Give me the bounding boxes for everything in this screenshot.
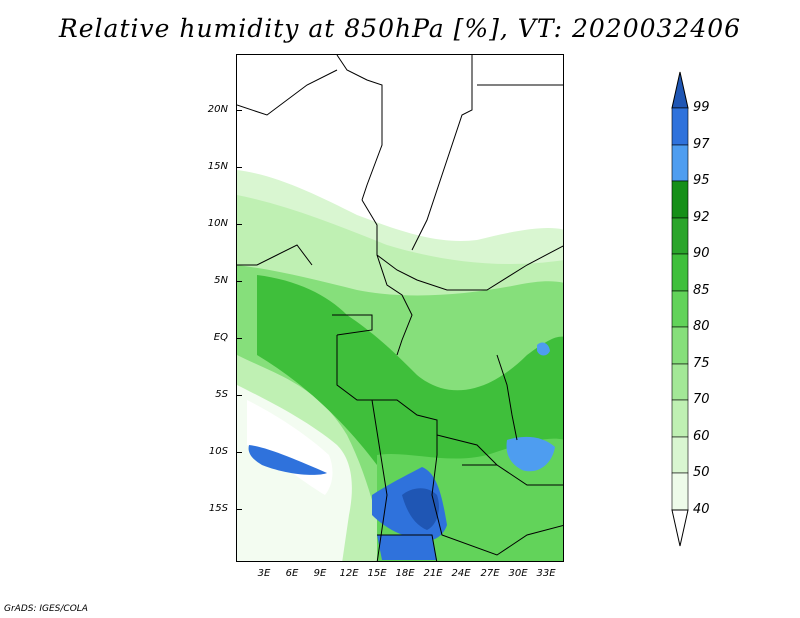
colorbar-swatch-50-60 [671,436,689,474]
lon-label: 3E [257,568,271,579]
lat-tick [237,452,242,453]
colorbar-swatch-85-90 [671,253,689,292]
colorbar-swatch-92-95 [671,180,689,219]
colorbar-cap-bottom [671,509,689,547]
lon-label: 27E [480,568,500,579]
lat-label: 15S [208,503,228,514]
lat-tick [237,281,242,282]
colorbar-label: 75 [693,356,710,371]
saturation-patch-coast [248,445,327,475]
lon-label: 12E [339,568,359,579]
lon-label: 30E [508,568,528,579]
lon-label: 18E [395,568,415,579]
lon-label: 9E [313,568,327,579]
colorbar-label: 85 [693,283,710,298]
colorbar-label: 90 [693,246,710,261]
saturation-patch-core [402,488,439,530]
colorbar-label: 70 [693,392,710,407]
lat-tick [237,509,242,510]
saturation-patch-namibia [377,535,437,560]
colorbar-label: 92 [693,210,710,225]
colorbar-swatch-75-80 [671,326,689,365]
lon-label: 33E [536,568,556,579]
lon-label: 24E [451,568,471,579]
lat-label: 5S [215,389,228,400]
colorbar [671,71,689,547]
colorbar-label: 80 [693,319,710,334]
humidity-field [237,55,563,561]
lon-label: 15E [367,568,387,579]
colorbar-label: 60 [693,429,710,444]
software-credit: GrADS: IGES/COLA [4,604,88,614]
chart-title: Relative humidity at 850hPa [%], VT: 202… [58,14,742,43]
colorbar-swatch-40-50 [671,472,689,511]
colorbar-swatch-97-99 [671,107,689,146]
colorbar-swatch-60-70 [671,399,689,438]
saturation-patch-zambia [506,436,555,472]
lat-label: 10N [207,218,228,229]
lat-tick [237,224,242,225]
colorbar-swatch-90-92 [671,217,689,255]
colorbar-label: 99 [693,100,710,115]
colorbar-label: 95 [693,173,710,188]
lat-tick [237,395,242,396]
colorbar-cap-top [671,71,689,109]
lat-label: 20N [207,104,228,115]
colorbar-swatch-95-97 [671,144,689,182]
lat-tick [237,338,242,339]
colorbar-label: 40 [693,502,710,517]
lat-label: 15N [207,161,228,172]
lon-label: 21E [423,568,443,579]
saturation-patch-ne [537,342,550,356]
colorbar-swatch-70-75 [671,363,689,401]
map-plot-area [236,54,564,562]
colorbar-swatch-80-85 [671,290,689,328]
lat-label: EQ [213,332,228,343]
lat-label: 10S [208,446,228,457]
colorbar-label: 97 [693,137,710,152]
lat-label: 5N [214,275,228,286]
lon-label: 6E [285,568,299,579]
country-borders [237,55,563,561]
lat-tick [237,110,242,111]
lat-tick [237,167,242,168]
colorbar-label: 50 [693,465,710,480]
